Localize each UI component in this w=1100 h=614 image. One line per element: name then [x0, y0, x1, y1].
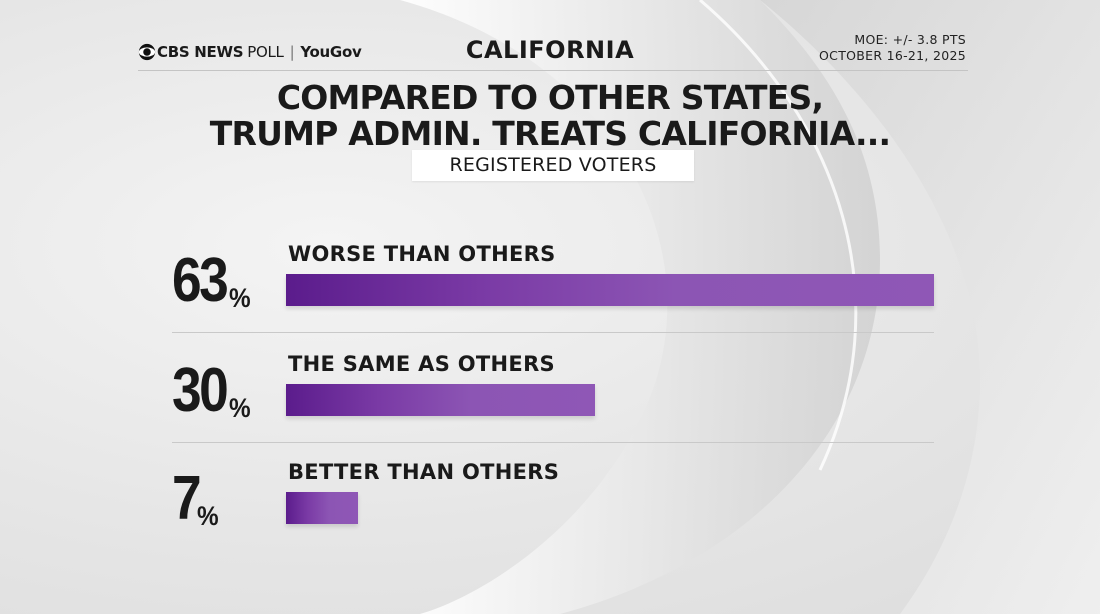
cbs-eye-logo-icon: [138, 43, 156, 61]
percent-sign: %: [228, 393, 251, 423]
margin-of-error: MOE: +/- 3.8 PTS: [854, 32, 966, 47]
percent-value: 30: [172, 356, 229, 425]
state-title: CALIFORNIA: [465, 36, 635, 64]
bar: [286, 274, 934, 306]
bar: [286, 384, 595, 416]
category-label: WORSE THAN OTHERS: [288, 242, 556, 266]
percent-label: 7%: [172, 460, 282, 530]
chart-title: COMPARED TO OTHER STATES, TRUMP ADMIN. T…: [200, 80, 900, 152]
poll-dates: OCTOBER 16-21, 2025: [819, 48, 966, 63]
brand-poll: POLL: [247, 43, 284, 61]
percent-sign: %: [228, 283, 251, 313]
brand-separator: |: [289, 43, 295, 61]
row-divider: [172, 442, 934, 443]
population-tag: REGISTERED VOTERS: [412, 150, 694, 181]
category-label: BETTER THAN OTHERS: [288, 460, 560, 484]
category-label: THE SAME AS OTHERS: [288, 352, 555, 376]
chart-title-line-2: TRUMP ADMIN. TREATS CALIFORNIA...: [209, 114, 891, 153]
poll-meta: MOE: +/- 3.8 PTS OCTOBER 16-21, 2025: [819, 32, 966, 64]
brand-lockup: CBS NEWS POLL | YouGov: [138, 41, 362, 63]
percent-value: 7: [172, 464, 202, 533]
brand-partner: YouGov: [300, 43, 362, 61]
header-rule: [138, 70, 968, 71]
chart-title-line-1: COMPARED TO OTHER STATES,: [276, 78, 824, 117]
bar: [286, 492, 358, 524]
percent-label: 30%: [172, 352, 282, 422]
row-divider: [172, 332, 934, 333]
percent-label: 63%: [172, 242, 282, 312]
percent-sign: %: [197, 501, 220, 531]
percent-value: 63: [172, 246, 229, 315]
brand-network: CBS NEWS: [157, 43, 244, 61]
